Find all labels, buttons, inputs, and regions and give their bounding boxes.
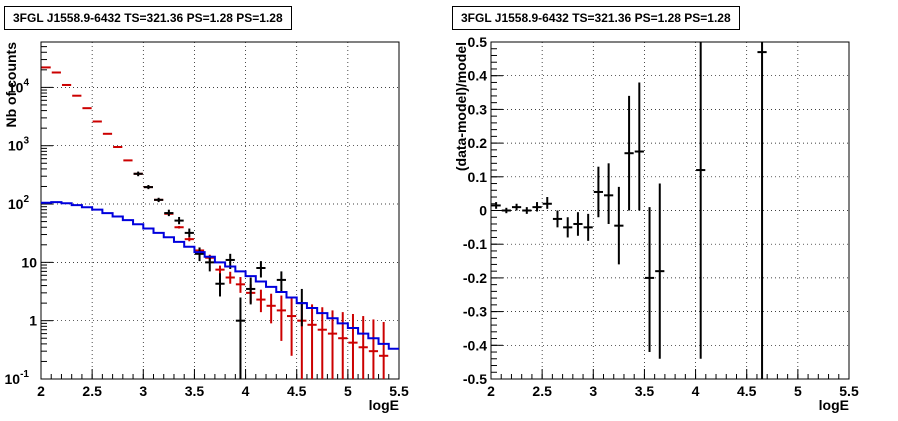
x-tick-label: 2.5 <box>82 383 102 399</box>
y-tick-label: 0.3 <box>468 101 488 117</box>
y-axis-title: Nb of counts <box>3 42 19 128</box>
y-tick-label: 104 <box>8 77 30 95</box>
x-tick-label: 5.5 <box>839 383 859 399</box>
y-axis-title: (data-model)/model <box>453 42 469 171</box>
y-tick-label: 0.5 <box>468 34 488 50</box>
y-tick-label: -0.2 <box>463 270 487 286</box>
left-panel-chart: 2 2.5 3 3.5 4 4.5 5 5.5 10-1 1 10 102 103 104 logE Nb o… <box>3 41 409 413</box>
plot-frame <box>490 41 850 380</box>
y-tick-label: 10-1 <box>5 369 30 387</box>
x-axis-title: logE <box>369 397 399 413</box>
x-axis-title: logE <box>819 397 849 413</box>
x-tick-label: 5 <box>344 383 352 399</box>
y-tick-label: 0 <box>479 203 487 219</box>
model-step-line <box>41 201 399 350</box>
y-tick-label: 1 <box>29 313 37 329</box>
right-chart-title: 3FGL J1558.9-6432 TS=321.36 PS=1.28 PS=1… <box>452 6 740 30</box>
x-tick-label: 3 <box>139 383 147 399</box>
y-tick-label: -0.4 <box>463 337 487 353</box>
y-tick-label: -0.1 <box>463 236 487 252</box>
right-panel-chart: 2 2.5 3 3.5 4 4.5 5 5.5 -0.5 -0.4 -0.3 -0.2 -0.1 0 0.1… <box>453 34 859 413</box>
y-tick-label: -0.5 <box>463 371 487 387</box>
y-tick-label: 0.1 <box>468 169 488 185</box>
y-tick-label: 0.2 <box>468 135 488 151</box>
x-tick-label: 4.5 <box>737 383 757 399</box>
x-tick-label: 4 <box>242 383 250 399</box>
x-tick-label: 2 <box>487 383 495 399</box>
x-tick-label: 5.5 <box>389 383 409 399</box>
y-tick-label: 103 <box>8 136 30 154</box>
x-tick-label: 2 <box>37 383 45 399</box>
x-tick-label: 3 <box>589 383 597 399</box>
x-tick-label: 5 <box>794 383 802 399</box>
y-tick-label: 102 <box>8 194 30 212</box>
y-tick-label: 10 <box>21 254 37 270</box>
left-chart-title: 3FGL J1558.9-6432 TS=321.36 PS=1.28 PS=1… <box>4 6 292 30</box>
x-tick-label: 3.5 <box>635 383 655 399</box>
y-tick-label: -0.3 <box>463 304 487 320</box>
x-tick-label: 2.5 <box>532 383 552 399</box>
y-tick-label: 0.4 <box>468 68 488 84</box>
x-tick-label: 4 <box>692 383 700 399</box>
x-tick-label: 4.5 <box>287 383 307 399</box>
x-tick-label: 3.5 <box>185 383 205 399</box>
